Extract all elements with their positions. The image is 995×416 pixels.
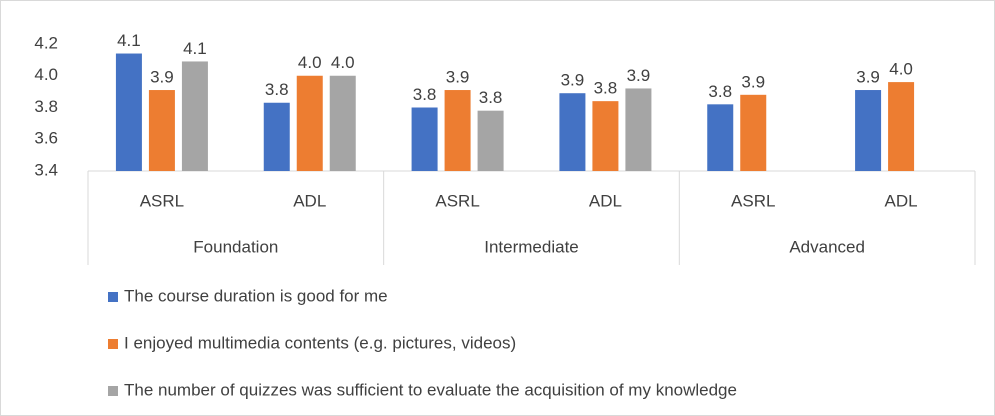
bar — [477, 110, 504, 171]
data-label: 4.0 — [298, 53, 322, 72]
data-label: 3.9 — [741, 72, 765, 91]
data-label: 3.8 — [413, 85, 437, 104]
bar — [148, 90, 175, 171]
bar — [707, 104, 734, 171]
x-tick-label: ADL — [885, 191, 918, 210]
x-tick-label: ADL — [589, 191, 622, 210]
bar — [625, 88, 652, 171]
data-label: 3.8 — [708, 82, 732, 101]
x-tick-label: ASRL — [435, 191, 479, 210]
x-tick-label: ASRL — [140, 191, 184, 210]
bar — [181, 61, 208, 171]
bar — [592, 101, 619, 171]
y-tick-label: 3.6 — [34, 129, 58, 148]
bar — [855, 90, 882, 171]
data-label: 4.0 — [331, 53, 355, 72]
group-label: Foundation — [193, 237, 278, 256]
legend-label: I enjoyed multimedia contents (e.g. pict… — [124, 333, 516, 352]
group-label: Advanced — [789, 237, 865, 256]
data-label: 3.9 — [150, 68, 174, 87]
data-label: 4.0 — [889, 60, 913, 79]
legend-label: The number of quizzes was sufficient to … — [124, 380, 737, 399]
bar — [296, 75, 323, 171]
data-label: 4.1 — [183, 39, 207, 58]
bar — [263, 102, 290, 171]
data-label: 3.8 — [265, 80, 289, 99]
x-tick-label: ADL — [293, 191, 326, 210]
data-label: 3.9 — [561, 71, 585, 90]
data-label: 4.1 — [117, 31, 141, 50]
y-tick-label: 4.0 — [34, 65, 58, 84]
bar — [444, 90, 471, 171]
data-label: 3.9 — [446, 68, 470, 87]
legend-label: The course duration is good for me — [124, 286, 388, 305]
data-label: 3.9 — [856, 68, 880, 87]
data-label: 3.8 — [594, 79, 618, 98]
x-tick-label: ASRL — [731, 191, 775, 210]
bar — [115, 53, 142, 171]
legend-swatch — [108, 386, 118, 396]
legend-swatch — [108, 339, 118, 349]
bar — [329, 75, 356, 171]
data-label: 3.9 — [627, 66, 651, 85]
data-label: 3.8 — [479, 88, 503, 107]
y-tick-label: 4.2 — [34, 33, 58, 52]
group-label: Intermediate — [484, 237, 579, 256]
legend-swatch — [108, 292, 118, 302]
y-tick-label: 3.4 — [34, 160, 58, 179]
bar — [888, 82, 915, 171]
bar — [411, 107, 438, 171]
bar — [559, 93, 586, 171]
y-tick-label: 3.8 — [34, 97, 58, 116]
bar — [740, 94, 767, 171]
